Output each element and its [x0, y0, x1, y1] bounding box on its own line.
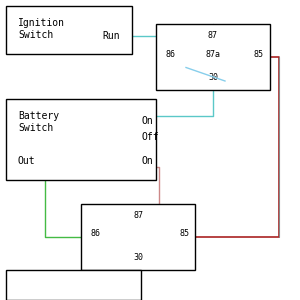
Text: On: On	[141, 116, 153, 125]
Bar	[81, 204, 195, 270]
Text: 87a: 87a	[206, 50, 220, 58]
Text: 30: 30	[133, 254, 143, 262]
Bar	[6, 270, 141, 300]
Bar	[156, 24, 270, 90]
Text: Off: Off	[141, 131, 159, 142]
Text: On: On	[141, 157, 153, 166]
Text: Ignition
Switch: Ignition Switch	[18, 18, 65, 40]
Text: 87: 87	[208, 32, 218, 40]
Bar	[6, 6, 132, 54]
Text: 85: 85	[179, 230, 189, 238]
Text: 87: 87	[133, 212, 143, 220]
Text: Out: Out	[18, 157, 36, 166]
Text: 30: 30	[208, 74, 218, 82]
Text: 86: 86	[165, 50, 175, 58]
Text: 85: 85	[254, 50, 264, 58]
Text: Battery
Switch: Battery Switch	[18, 111, 59, 133]
Text: 86: 86	[90, 230, 100, 238]
Bar	[6, 99, 156, 180]
Text: Run: Run	[102, 31, 120, 41]
